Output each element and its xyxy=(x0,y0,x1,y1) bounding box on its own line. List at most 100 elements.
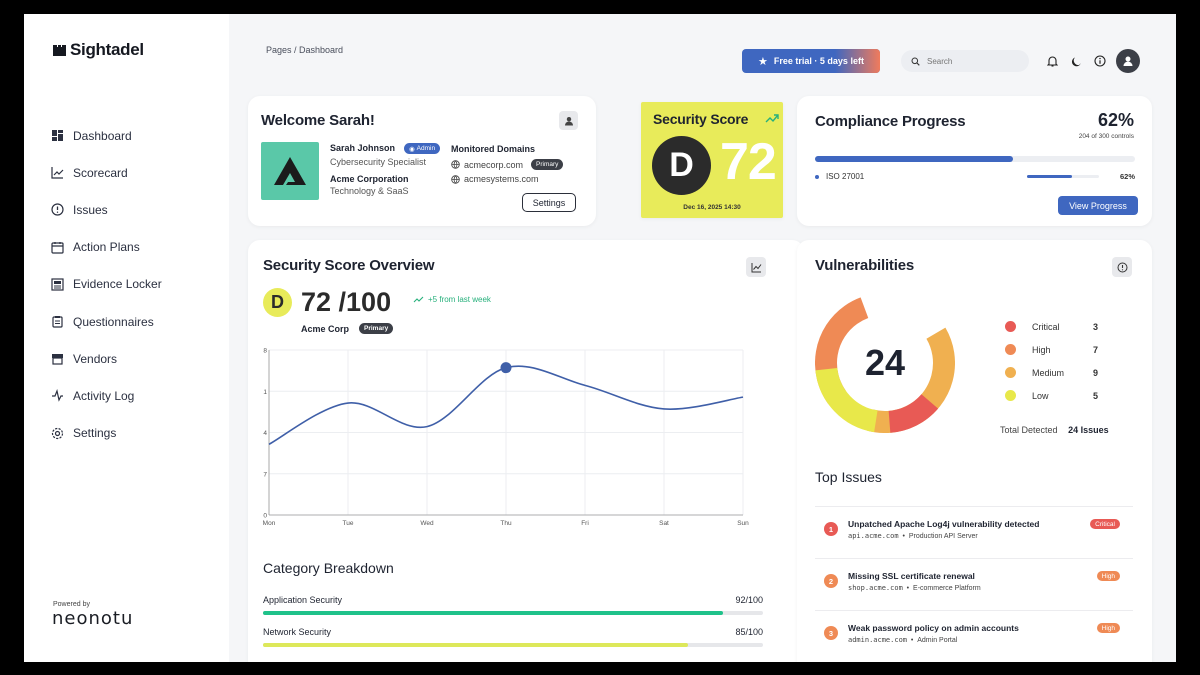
score-change: +5 from last week xyxy=(413,295,491,304)
settings-button[interactable]: Settings xyxy=(522,193,576,212)
trial-label: Free trial · 5 days left xyxy=(773,56,864,66)
category-score: 92/100 xyxy=(735,595,763,605)
search-box[interactable] xyxy=(901,50,1029,72)
logo[interactable]: Sightadel xyxy=(52,40,144,60)
user-name: Sarah Johnson xyxy=(330,143,396,153)
overview-grade-badge: D xyxy=(263,288,292,317)
issue-env: Production API Server xyxy=(908,533,978,540)
trend-up-icon xyxy=(765,114,779,123)
calendar-icon xyxy=(51,241,64,254)
issue-row[interactable]: 1 Unpatched Apache Log4j vulnerability de… xyxy=(815,506,1133,548)
legend-item: Medium 9 xyxy=(1005,366,1105,380)
sidebar-item-activity-log[interactable]: Activity Log xyxy=(51,377,162,414)
user-role: Cybersecurity Specialist xyxy=(330,157,427,167)
legend-count: 7 xyxy=(1093,345,1099,355)
category-row: Network Security 85/100 xyxy=(263,627,763,647)
x-tick-label: Fri xyxy=(581,520,589,527)
globe-icon xyxy=(451,160,460,169)
vulnerabilities-title: Vulnerabilities xyxy=(815,257,914,274)
legend-dot xyxy=(1005,390,1016,401)
legend-label: High xyxy=(1032,345,1051,355)
issue-title: Weak password policy on admin accounts xyxy=(848,623,1019,633)
logo-text: Sightadel xyxy=(70,40,144,59)
overview-score: 72 /100 xyxy=(301,287,392,317)
line-chart-icon xyxy=(751,262,761,272)
severity-badge: High xyxy=(1096,623,1120,633)
sidebar-item-label: Activity Log xyxy=(73,388,135,403)
legend-count: 9 xyxy=(1093,368,1099,378)
sidebar-item-label: Issues xyxy=(73,202,108,217)
profile-button[interactable] xyxy=(559,111,578,130)
sidebar-item-action-plans[interactable]: Action Plans xyxy=(51,229,162,266)
search-icon xyxy=(911,57,920,66)
sidebar-item-settings[interactable]: Settings xyxy=(51,415,162,452)
domain-row[interactable]: acmesystems.com xyxy=(451,174,539,184)
domain-row[interactable]: acmecorp.com Primary xyxy=(451,159,564,170)
legend-item: Critical 3 xyxy=(1005,320,1105,334)
issue-env: E-commerce Platform xyxy=(913,585,981,592)
user-avatar[interactable] xyxy=(1116,49,1140,73)
logo-icon xyxy=(53,44,66,56)
legend-count: 3 xyxy=(1093,322,1099,332)
score-line-chart: 0 7 14 21 28 Mon Tue Wed Thu Fri Sat Sun xyxy=(263,348,749,528)
vulnerability-donut-chart: 24 xyxy=(815,293,955,433)
sidebar-item-vendors[interactable]: Vendors xyxy=(51,340,162,377)
admin-badge: ◉ Admin xyxy=(404,143,441,154)
issue-row[interactable]: 3 Weak password policy on admin accounts a… xyxy=(815,610,1133,652)
total-value: 24 Issues xyxy=(1068,425,1109,435)
alert-icon xyxy=(1117,262,1127,272)
trial-gradient xyxy=(835,49,880,73)
legend-count: 5 xyxy=(1093,391,1099,401)
issue-meta: admin.acme.com • Admin Portal xyxy=(848,636,958,644)
admin-badge-label: Admin xyxy=(416,145,436,152)
moon-icon xyxy=(1071,57,1081,66)
chart-icon xyxy=(51,167,64,179)
score-card-title: Security Score xyxy=(653,111,749,127)
category-name: Application Security xyxy=(263,595,343,605)
category-progress-fill xyxy=(263,643,688,647)
store-icon xyxy=(52,354,63,365)
y-tick-label: 21 xyxy=(263,389,267,396)
search-input[interactable] xyxy=(927,56,1017,66)
user-icon xyxy=(1123,56,1133,66)
overview-org: Acme Corp Primary xyxy=(301,323,394,334)
compliance-title: Compliance Progress xyxy=(815,113,966,130)
primary-badge: Primary xyxy=(359,323,394,334)
compliance-progress-fill xyxy=(815,156,1014,162)
y-tick-label: 7 xyxy=(263,471,267,478)
framework-percent: 62% xyxy=(1119,172,1135,181)
partner-logo: neonotu xyxy=(52,608,134,629)
info-button[interactable] xyxy=(1093,54,1107,68)
category-progress-bar xyxy=(263,611,763,615)
sidebar-item-label: Settings xyxy=(73,426,117,441)
notifications-button[interactable] xyxy=(1045,54,1059,68)
framework-progress-bar xyxy=(1027,175,1099,178)
legend-label: Medium xyxy=(1032,368,1065,378)
category-progress-fill xyxy=(263,611,723,615)
free-trial-button[interactable]: ★ Free trial · 5 days left xyxy=(742,49,880,73)
compliance-progress-bar xyxy=(815,156,1135,162)
theme-toggle-button[interactable] xyxy=(1069,54,1083,68)
category-score: 85/100 xyxy=(735,627,763,637)
sidebar-item-dashboard[interactable]: Dashboard xyxy=(51,117,162,154)
sidebar-item-scorecard[interactable]: Scorecard xyxy=(51,154,162,191)
y-tick-label: 28 xyxy=(263,348,267,355)
sidebar-item-evidence-locker[interactable]: Evidence Locker xyxy=(51,266,162,303)
sidebar-item-questionnaires[interactable]: Questionnaires xyxy=(51,303,162,340)
score-change-label: +5 from last week xyxy=(428,295,491,304)
y-tick-label: 14 xyxy=(263,430,267,437)
vulnerability-info-button[interactable] xyxy=(1112,257,1132,277)
view-progress-button[interactable]: View Progress xyxy=(1058,196,1138,215)
powered-by-label: Powered by xyxy=(53,601,90,608)
category-progress-bar xyxy=(263,643,763,647)
acme-logo-icon xyxy=(274,157,306,185)
sidebar-item-label: Vendors xyxy=(73,351,118,366)
issue-host: shop.acme.com xyxy=(848,584,903,592)
issue-row[interactable]: 2 Missing SSL certificate renewal shop.acm… xyxy=(815,558,1133,600)
sidebar-item-label: Action Plans xyxy=(73,240,140,255)
sidebar-item-issues[interactable]: Issues xyxy=(51,191,162,228)
chart-toggle-button[interactable] xyxy=(746,257,766,277)
company-industry: Technology & SaaS xyxy=(330,186,409,196)
domain-name: acmecorp.com xyxy=(464,159,524,170)
trend-up-icon xyxy=(413,296,424,303)
